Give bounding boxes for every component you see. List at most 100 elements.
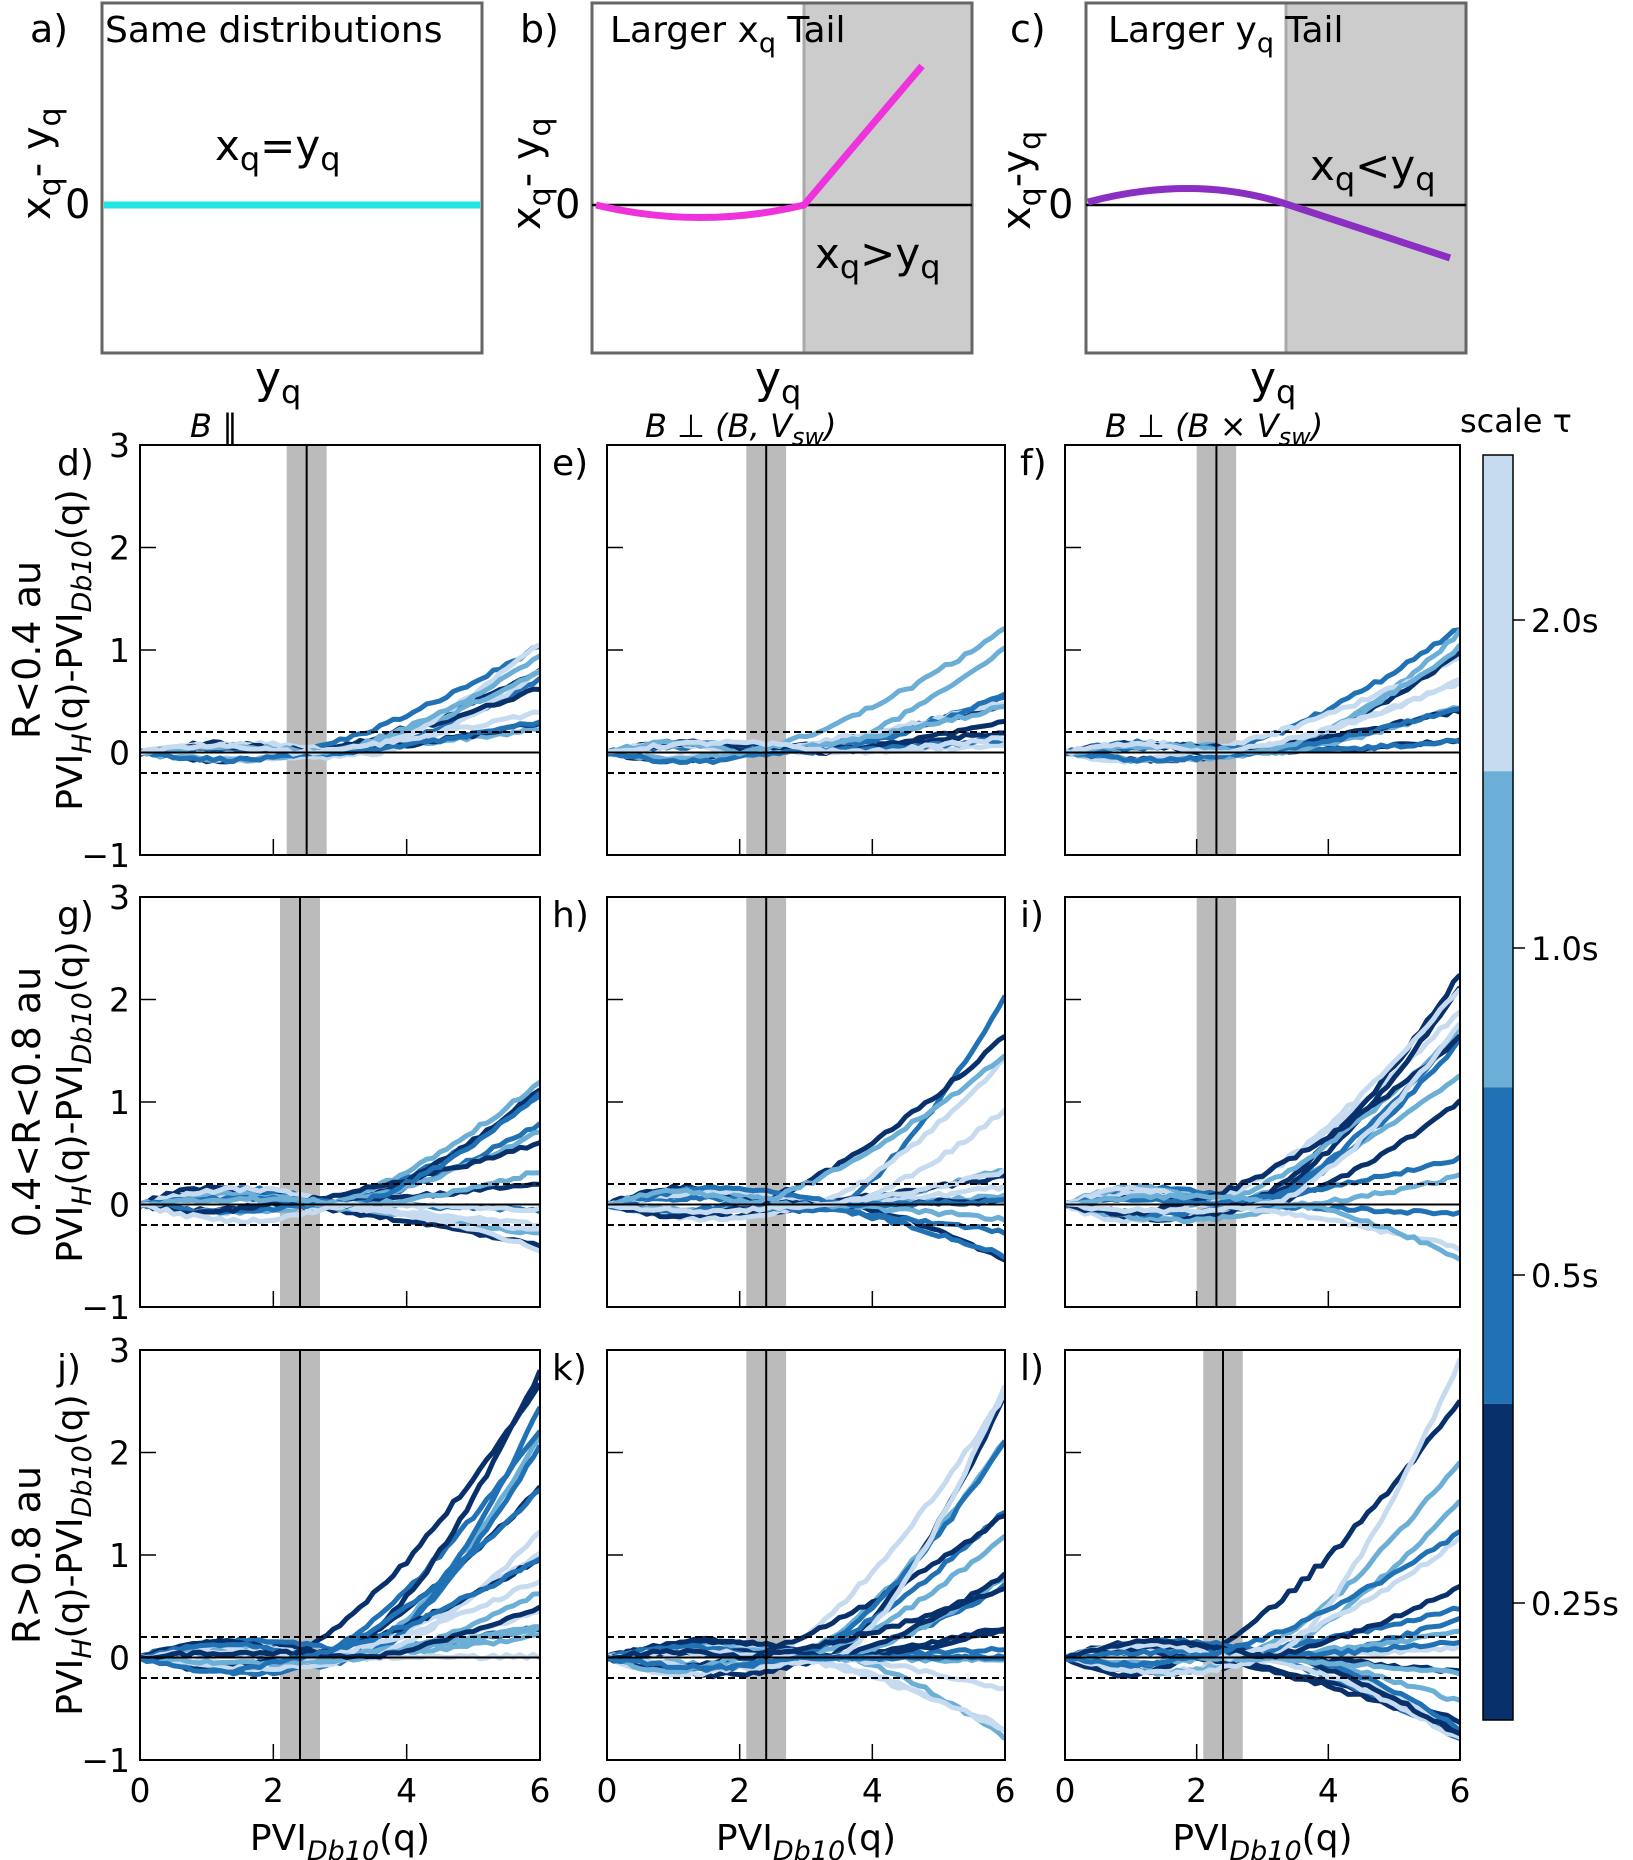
panel-letter: g) [57, 895, 94, 936]
x-tick-label: 2 [1186, 1771, 1207, 1810]
panel-letter: h) [552, 895, 589, 936]
x-tick-label: 0 [597, 1771, 618, 1810]
panel-letter: e) [552, 443, 588, 484]
relation-annotation: xq>yq [815, 229, 941, 286]
scale-curve [140, 1369, 540, 1660]
tail-curve [595, 63, 925, 221]
panel-letter: b) [520, 7, 559, 51]
panel-letter: j) [56, 1348, 81, 1389]
x-tick-label: 2 [729, 1771, 750, 1810]
curve-group [1065, 973, 1460, 1262]
data-panel-i: i) [1020, 895, 1461, 1308]
scale-curve [607, 1439, 1005, 1662]
x-tick-label: 6 [995, 1771, 1016, 1810]
scale-curve [607, 1439, 1005, 1662]
scale-curve [1065, 1529, 1460, 1669]
y-axis-label: PVIH(q)-PVIDb10(q) [50, 489, 98, 810]
y-axis-label: PVIH(q)-PVIDb10(q) [50, 1394, 98, 1715]
data-panel-h: h) [552, 895, 1006, 1308]
schematic-xlabel: yq [755, 353, 801, 411]
curve-group [1065, 1357, 1460, 1741]
panel-frame [1084, 1, 1468, 355]
column-title: B ⊥ (B × Vsw) [1105, 407, 1323, 451]
data-panel-l: l) 0 2 4 6 PVIDb10(q) [1020, 1348, 1471, 1860]
data-panel-d: d) 3 2 1 0 −1 [57, 426, 541, 875]
panel-letter: a) [30, 7, 68, 51]
column-title: B ∥ [190, 407, 238, 445]
panel-letter: c) [1010, 7, 1046, 51]
colorbar-tick-label: 0.5s [1531, 1257, 1599, 1295]
data-panel-k: k) 0 2 4 6 PVIDb10(q) [552, 1348, 1016, 1860]
y-tick-label: −1 [81, 1741, 130, 1780]
distance-range-label: R>0.8 au [5, 1466, 49, 1644]
schematic-xlabel: yq [255, 353, 301, 411]
column-title: B ⊥ (B, Vsw) [645, 407, 836, 451]
panel-frame [590, 1, 974, 355]
scale-curve [1065, 680, 1460, 756]
x-tick-label: 2 [263, 1771, 284, 1810]
y-tick-label: 3 [109, 878, 130, 917]
panel-title: Same distributions [105, 10, 442, 51]
x-tick-label: 0 [130, 1771, 151, 1810]
scale-curve [607, 1200, 1005, 1236]
scale-curve [140, 709, 540, 757]
colorbar-segment [1483, 771, 1513, 1088]
relation-annotation: xq<yq [1310, 141, 1436, 198]
data-panel-e: e) [552, 443, 1006, 856]
scale-curve [140, 1140, 540, 1217]
x-tick-label: 4 [396, 1771, 417, 1810]
scale-curve [607, 1390, 1005, 1679]
distance-range-label: 0.4<R<0.8 au [5, 967, 49, 1237]
y-tick-label: 0 [109, 734, 130, 773]
x-tick-label: 6 [1450, 1771, 1471, 1810]
scale-curve [140, 1080, 540, 1208]
x-tick-label: 6 [530, 1771, 551, 1810]
schematic-xlabel: yq [1250, 353, 1296, 411]
curve-group [1065, 627, 1460, 765]
zero-label: 0 [65, 182, 90, 228]
scale-curve [1065, 1399, 1460, 1679]
data-panel-g: g) 3 2 1 0 −1 [57, 878, 541, 1327]
y-axis-label: PVIH(q)-PVIDb10(q) [50, 941, 98, 1262]
colorbar-tick-label: 0.25s [1531, 1585, 1619, 1623]
tail-shade [804, 3, 972, 353]
tail-shade [1286, 3, 1466, 353]
panel-letter: i) [1020, 895, 1044, 936]
panel-frame [100, 1, 484, 355]
curve-group [140, 1369, 540, 1678]
panel-title: Larger yq Tail [1108, 10, 1344, 59]
panel-frame [139, 896, 541, 1308]
y-tick-label: 2 [109, 529, 130, 568]
schematic-ylabel: xq-yq [994, 131, 1048, 230]
x-axis-label: PVIDb10(q) [250, 1818, 430, 1860]
panel-frame [139, 444, 541, 856]
y-tick-label: 1 [109, 1083, 130, 1122]
curve-group [607, 626, 1005, 765]
panel-letter: k) [552, 1348, 587, 1389]
y-tick-label: 1 [109, 631, 130, 670]
colorbar-segment [1483, 455, 1513, 772]
scale-curve [1065, 973, 1460, 1208]
schematic-panel-c: c) Larger yq Tail xq-yq0 xq<yq yq [994, 1, 1468, 411]
y-tick-label: 0 [109, 1639, 130, 1678]
y-tick-label: 2 [109, 981, 130, 1020]
curve-group [607, 1384, 1005, 1741]
data-panel-f: f) [1020, 443, 1461, 856]
distance-range-label: R<0.4 au [5, 561, 49, 739]
scale-curve [140, 1591, 540, 1667]
relation-annotation: xq=yq [215, 121, 341, 178]
schematic-ylabel: xq- yq [14, 107, 68, 220]
x-tick-label: 4 [1318, 1771, 1339, 1810]
scale-curve [1065, 1021, 1460, 1215]
schematic-ylabel: xq- yq [504, 117, 558, 230]
y-tick-label: 2 [109, 1434, 130, 1473]
panel-frame [139, 1349, 541, 1761]
scale-curve [607, 1053, 1005, 1209]
y-tick-label: 3 [109, 426, 130, 465]
x-axis-label: PVIDb10(q) [1172, 1818, 1352, 1860]
scale-curve [140, 1556, 540, 1675]
x-tick-label: 4 [862, 1771, 883, 1810]
